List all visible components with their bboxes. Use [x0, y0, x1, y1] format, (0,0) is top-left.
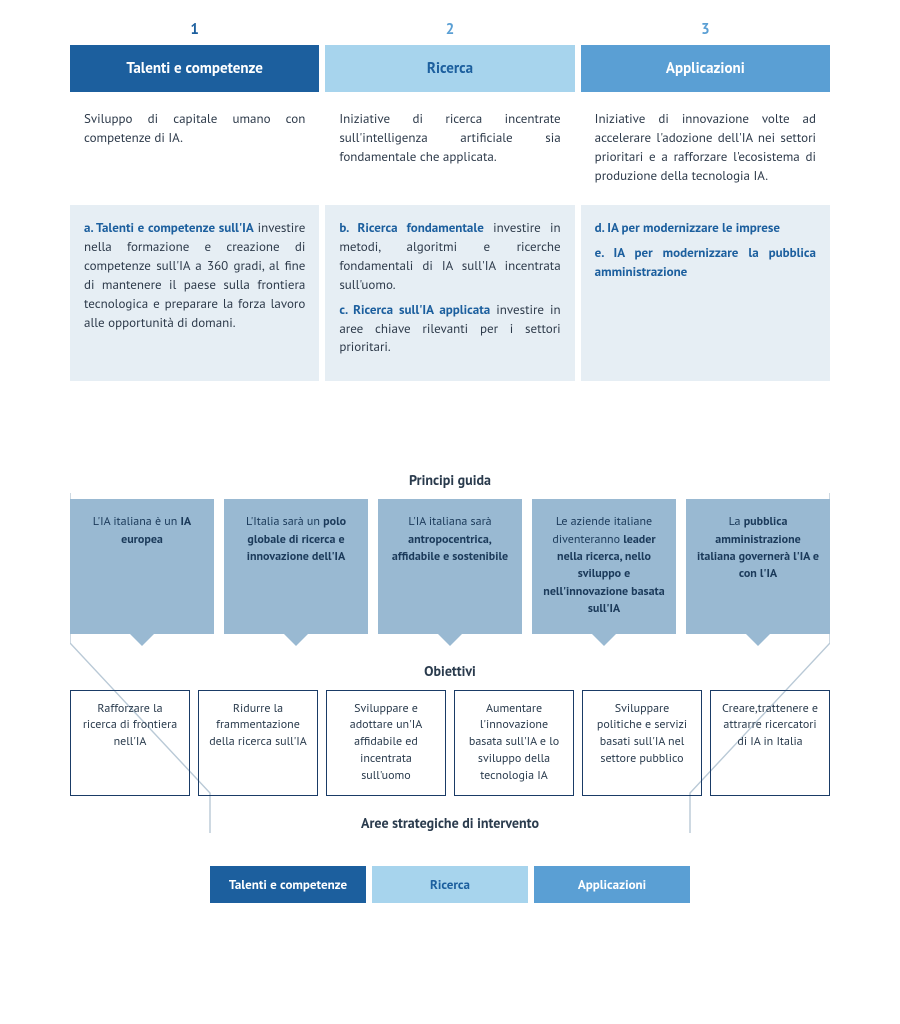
principle-card: L'IA italiana sarà antropocentrica, affi… — [378, 499, 522, 633]
objectives-title: Obiettivi — [70, 662, 830, 680]
objective-card: Aumentare l'innovazione basata sull'IA e… — [454, 690, 574, 796]
detail-item: b. Ricerca fondamentale investire in met… — [339, 219, 560, 294]
detail-item-title: b. Ricerca fondamentale — [339, 219, 483, 236]
pillar-description: Sviluppo di capitale umano con competenz… — [70, 92, 319, 205]
pillar-detail: a. Talenti e competenze sull'IA investir… — [70, 205, 319, 381]
detail-item: d. IA per modernizzare le imprese — [595, 219, 816, 238]
principles-row: L'IA italiana è un IA europeaL'Italia sa… — [70, 499, 830, 633]
objective-card: Creare,trattenere e attrarre ricercatori… — [710, 690, 830, 796]
pillar-header: Talenti e competenze — [70, 45, 319, 92]
detail-item-title: e. IA per modernizzare la pubblica ammin… — [595, 244, 816, 280]
principle-card: Le aziende italiane diventeranno leader … — [532, 499, 676, 633]
detail-item-title: a. Talenti e competenze sull'IA — [84, 219, 254, 236]
detail-item: e. IA per modernizzare la pubblica ammin… — [595, 244, 816, 282]
aree-title: Aree strategiche di intervento — [70, 814, 830, 832]
objective-card: Rafforzare la ricerca di frontiera nell'… — [70, 690, 190, 796]
objective-card: Sviluppare politiche e servizi basati su… — [582, 690, 702, 796]
pillar-detail: d. IA per modernizzare le imprese e. IA p… — [581, 205, 830, 381]
area-card: Talenti e competenze — [210, 866, 366, 903]
area-card: Ricerca — [372, 866, 528, 903]
funnel-diagram: L'IA italiana è un IA europeaL'Italia sa… — [70, 499, 830, 902]
detail-item-title: c. Ricerca sull'IA applicata — [339, 301, 490, 318]
pillars-table: 1 2 3 Talenti e competenze Ricerca Appli… — [70, 20, 830, 381]
principles-title: Principi guida — [70, 471, 830, 489]
pillar-number: 2 — [325, 20, 574, 45]
pillar-detail: b. Ricerca fondamentale investire in met… — [325, 205, 574, 381]
detail-item: a. Talenti e competenze sull'IA investir… — [84, 219, 305, 332]
pillar-description: Iniziative di innovazione volte ad accel… — [581, 92, 830, 205]
pillar-header: Ricerca — [325, 45, 574, 92]
principle-card: L'IA italiana è un IA europea — [70, 499, 214, 633]
aree-row: Talenti e competenzeRicercaApplicazioni — [210, 866, 690, 903]
area-card: Applicazioni — [534, 866, 690, 903]
objectives-row: Rafforzare la ricerca di frontiera nell'… — [70, 690, 830, 796]
objective-card: Sviluppare e adottare un'IA affidabile e… — [326, 690, 446, 796]
pillar-number: 3 — [581, 20, 830, 45]
pillar-header: Applicazioni — [581, 45, 830, 92]
pillar-number: 1 — [70, 20, 319, 45]
detail-item-title: d. IA per modernizzare le imprese — [595, 219, 780, 236]
pillar-description: Iniziative di ricerca incentrate sull'in… — [325, 92, 574, 205]
principle-card: La pubblica amministrazione italiana gov… — [686, 499, 830, 633]
principle-card: L'Italia sarà un polo globale di ricerca… — [224, 499, 368, 633]
detail-item: c. Ricerca sull'IA applicata investire i… — [339, 301, 560, 358]
objective-card: Ridurre la frammentazione della ricerca … — [198, 690, 318, 796]
